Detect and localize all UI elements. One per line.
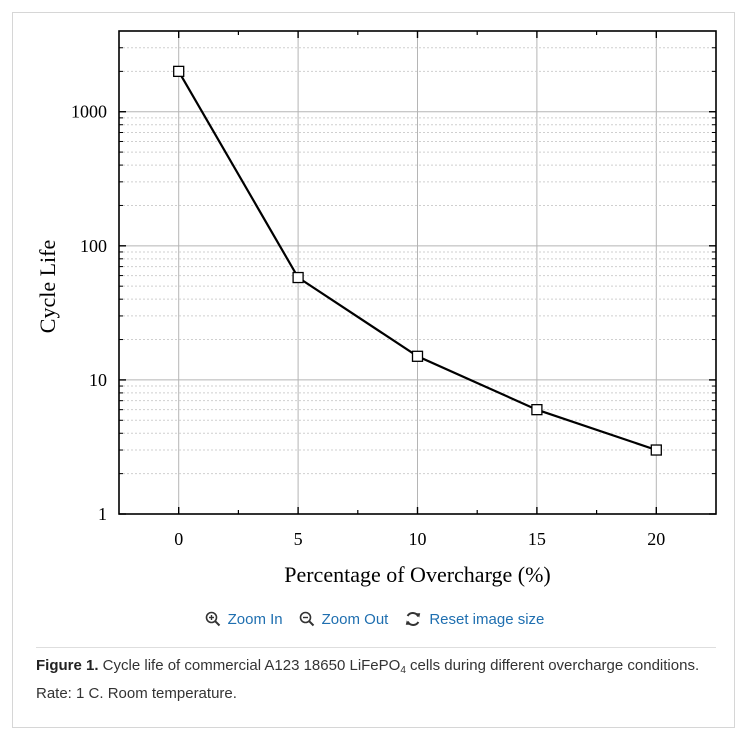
figure-caption: Figure 1. Cycle life of commercial A123 … xyxy=(36,652,716,708)
x-tick-label: 15 xyxy=(528,529,546,549)
x-tick-label: 0 xyxy=(174,529,183,549)
cycle-life-chart: 0 5 10 15 20 1 10 100 1000 Percentage of Overcha… xyxy=(35,30,717,587)
zoom-out-label: Zoom Out xyxy=(321,610,389,628)
caption-subscript: 4 xyxy=(400,665,406,676)
y-tick-label: 100 xyxy=(80,236,107,256)
x-tick-label: 5 xyxy=(294,529,303,549)
x-tick-label: 10 xyxy=(409,529,427,549)
caption-text-part-1: Cycle life of commercial A123 18650 LiFe… xyxy=(98,657,401,674)
caption-divider xyxy=(36,647,716,648)
data-point-marker xyxy=(650,444,662,456)
refresh-icon xyxy=(404,611,422,627)
zoom-in-button[interactable]: Zoom In xyxy=(205,611,283,628)
y-tick-label: 1000 xyxy=(71,102,107,122)
image-zoom-controls: Zoom In Zoom Out Reset image size xyxy=(0,606,749,632)
data-point-marker xyxy=(531,404,543,416)
zoom-out-icon xyxy=(299,611,315,627)
figure-card xyxy=(12,12,735,728)
reset-image-size-button[interactable]: Reset image size xyxy=(404,611,544,628)
figure-label: Figure 1. xyxy=(36,657,99,674)
x-axis-label: Percentage of Overcharge (%) xyxy=(284,562,551,587)
y-tick-label: 10 xyxy=(89,370,107,390)
y-tick-label: 1 xyxy=(98,504,107,524)
reset-image-size-label: Reset image size xyxy=(429,610,545,628)
data-point-marker xyxy=(292,271,304,284)
y-axis-label: Cycle Life xyxy=(35,240,60,333)
x-tick-label: 20 xyxy=(647,529,665,549)
zoom-in-icon xyxy=(205,611,221,627)
caption-text-part-2: cells during different overcharge condit… xyxy=(36,657,700,702)
data-point-marker xyxy=(411,350,424,362)
zoom-out-button[interactable]: Zoom Out xyxy=(299,610,389,628)
zoom-in-label: Zoom In xyxy=(227,610,283,628)
data-point-marker xyxy=(173,65,185,78)
